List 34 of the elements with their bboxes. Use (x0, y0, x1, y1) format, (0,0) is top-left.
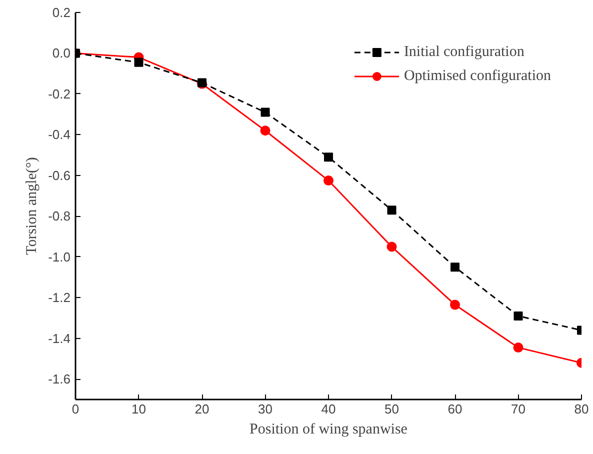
point (324, 152, 333, 162)
point (260, 108, 270, 117)
point (514, 311, 523, 320)
x-tick-label: 0 (72, 402, 80, 416)
y-tick-label: -0.4 (48, 127, 71, 142)
y-tick-label: -1.4 (48, 330, 71, 346)
x-axis-title: Position of wing spanwise (250, 422, 408, 438)
point (260, 126, 270, 136)
y-tick-label: -1.2 (48, 290, 71, 306)
y-tick-label: 0.2 (52, 5, 71, 20)
x-tick-label: 60 (448, 402, 462, 416)
point (450, 300, 460, 310)
point (386, 242, 397, 252)
y-tick-label: -1.6 (48, 372, 71, 387)
x-tick-label: 80 (574, 402, 589, 416)
x-tick-label: 20 (194, 402, 210, 416)
point (387, 206, 396, 215)
x-tick-label: 10 (132, 402, 146, 416)
point (513, 342, 524, 353)
y-tick-label: -0.2 (48, 86, 71, 102)
y-tick-label: -0.8 (48, 208, 71, 224)
x-tick-label: 30 (258, 402, 272, 416)
point (324, 176, 334, 186)
y-tick-label: -1.0 (48, 249, 71, 264)
x-tick-label: 50 (384, 402, 399, 416)
y-tick-label: -0.6 (48, 168, 71, 183)
legend-label: Optimised configuration (404, 68, 551, 84)
x-tick-label: 40 (321, 402, 336, 416)
legend-label: Initial configuration (404, 44, 524, 60)
y-axis-title: Torsion angle(°) (24, 157, 40, 255)
point (450, 262, 460, 272)
x-tick-label: 70 (511, 402, 526, 416)
point (134, 58, 144, 67)
y-tick-label: 0.0 (52, 46, 71, 61)
